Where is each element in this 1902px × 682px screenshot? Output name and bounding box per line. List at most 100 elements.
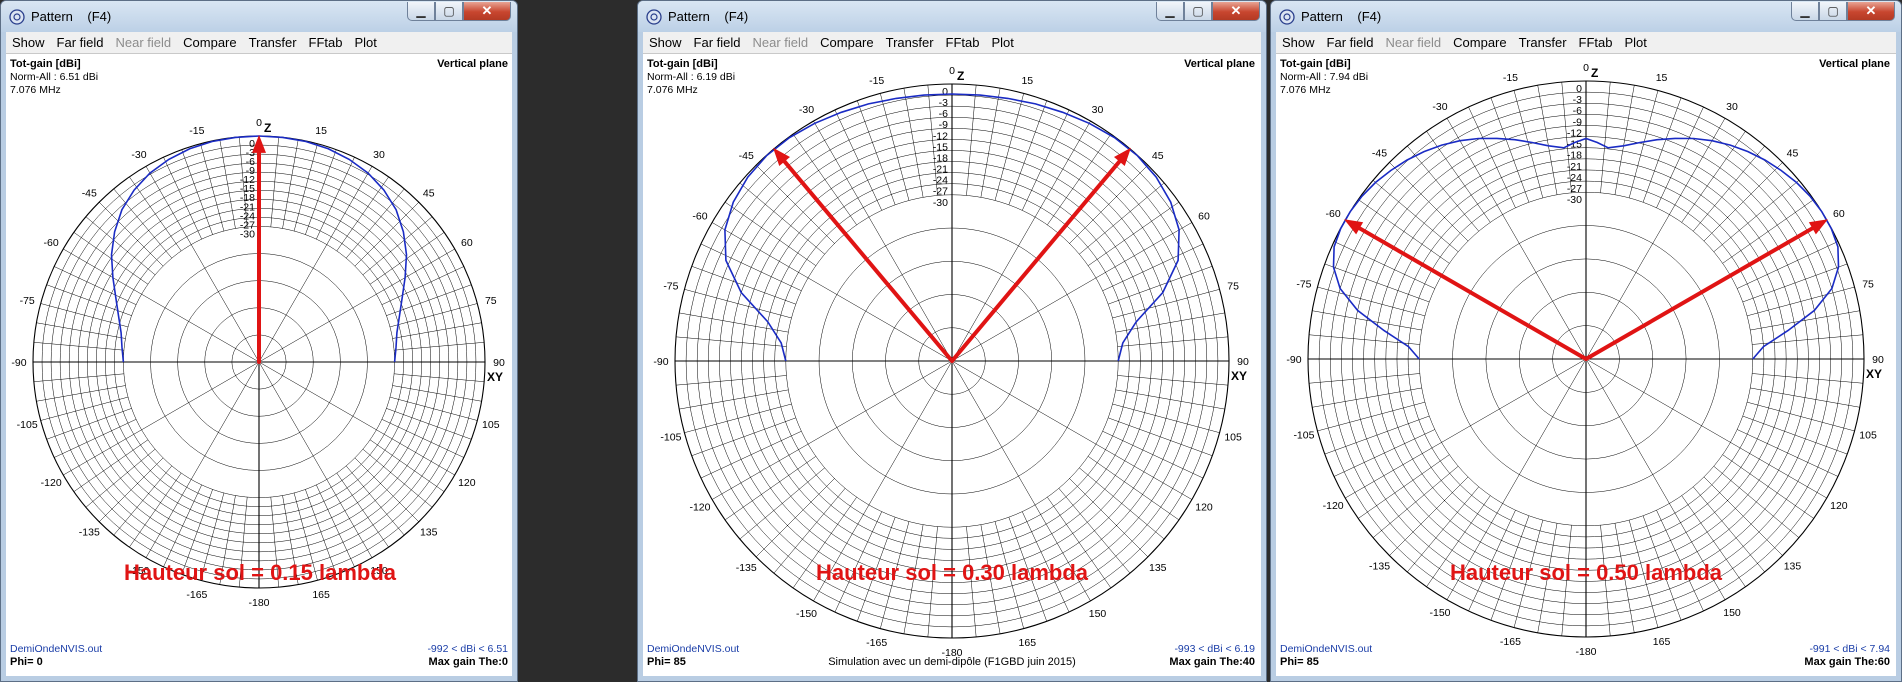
radial-grid-line: [1426, 495, 1491, 587]
radial-grid-line: [1102, 431, 1204, 479]
title-bar[interactable]: Pattern (F4) ▁ ▢ ✕: [1, 1, 517, 32]
zenith-axis-label: Z: [957, 69, 964, 83]
radial-grid-line: [1703, 476, 1783, 556]
menu-fftab[interactable]: FFtab: [945, 35, 980, 50]
radial-grid-line: [1309, 373, 1420, 384]
db-tick-label: 0: [249, 138, 255, 150]
radial-grid-line: [258, 361, 455, 476]
radial-grid-line: [880, 93, 910, 201]
menu-fftab[interactable]: FFtab: [308, 35, 343, 50]
radial-grid-line: [54, 419, 137, 458]
menu-compare[interactable]: Compare: [820, 35, 874, 50]
maximize-button[interactable]: ▢: [1184, 2, 1212, 21]
radial-grid-line: [270, 497, 279, 588]
menu-compare[interactable]: Compare: [1453, 35, 1507, 50]
radial-grid-line: [282, 139, 299, 229]
radial-grid-line: [1722, 199, 1814, 264]
horizon-axis-label: XY: [1866, 367, 1882, 381]
angle-tick-label: -60: [1326, 208, 1341, 220]
maximize-button[interactable]: ▢: [435, 2, 463, 21]
phi-label: Phi= 85: [647, 656, 686, 668]
radial-grid-line: [1372, 466, 1459, 538]
menu-far-field[interactable]: Far field: [56, 35, 104, 50]
menu-plot[interactable]: Plot: [1624, 35, 1647, 50]
maximize-button[interactable]: ▢: [1819, 2, 1847, 21]
radial-grid-line: [1737, 241, 1839, 289]
radial-grid-line: [394, 342, 485, 351]
radial-grid-line: [362, 216, 433, 276]
menu-show[interactable]: Show: [649, 35, 682, 50]
radial-grid-line: [85, 216, 156, 276]
menu-compare[interactable]: Compare: [183, 35, 237, 50]
angle-tick-label: -180: [248, 597, 269, 609]
angle-tick-label: -15: [189, 125, 204, 137]
menu-plot[interactable]: Plot: [991, 35, 1014, 50]
angle-tick-label: -45: [1372, 148, 1387, 160]
radial-grid-line: [1345, 358, 1587, 499]
angle-tick-label: 60: [1198, 211, 1210, 223]
close-button[interactable]: ✕: [1847, 2, 1895, 21]
radial-grid-line: [1079, 182, 1165, 255]
radial-grid-line: [880, 521, 910, 629]
angle-tick-label: 120: [1830, 500, 1848, 512]
menu-transfer[interactable]: Transfer: [1518, 35, 1567, 50]
minimize-icon: ▁: [416, 4, 426, 18]
radial-grid-line: [755, 478, 835, 558]
minimize-button[interactable]: ▁: [1791, 2, 1819, 21]
menu-show[interactable]: Show: [12, 35, 45, 50]
close-button[interactable]: ✕: [1212, 2, 1260, 21]
menu-transfer[interactable]: Transfer: [248, 35, 297, 50]
window-title: Pattern (F4): [668, 9, 749, 24]
horizon-axis-label: XY: [1231, 369, 1247, 383]
title-bar[interactable]: Pattern (F4) ▁ ▢ ✕: [1271, 1, 1901, 32]
radial-grid-line: [46, 408, 132, 440]
menu-transfer[interactable]: Transfer: [885, 35, 934, 50]
title-bar[interactable]: Pattern (F4) ▁ ▢ ✕: [638, 1, 1266, 32]
menu-near-field: Near field: [1385, 35, 1442, 50]
radial-grid-line: [1742, 415, 1848, 455]
minimize-button[interactable]: ▁: [407, 2, 435, 21]
phi-label: Phi= 0: [10, 656, 43, 668]
radial-grid-line: [33, 342, 124, 351]
menu-show[interactable]: Show: [1282, 35, 1315, 50]
radial-grid-line: [676, 336, 787, 347]
radial-grid-line: [200, 492, 225, 581]
window-title: Pattern (F4): [1301, 9, 1382, 24]
db-tick-label: -3: [939, 97, 948, 109]
output-file-label: DemiOndeNVIS.out: [1280, 643, 1372, 655]
angle-tick-label: 135: [1784, 560, 1802, 572]
angle-tick-label: -75: [663, 281, 678, 293]
radial-grid-line: [724, 456, 817, 521]
angle-tick-label: 15: [1656, 72, 1668, 84]
menu-plot[interactable]: Plot: [354, 35, 377, 50]
radial-grid-line: [1561, 82, 1572, 193]
radial-grid-line: [684, 403, 792, 433]
radial-grid-line: [1446, 118, 1587, 360]
radial-grid-line: [33, 373, 124, 382]
close-button[interactable]: ✕: [463, 2, 511, 21]
radial-grid-line: [1737, 429, 1839, 477]
minimize-button[interactable]: ▁: [1156, 2, 1184, 21]
db-tick-label: -18: [240, 192, 255, 204]
normalization-label: Norm-All : 7.94 dBi: [1280, 71, 1368, 83]
radial-grid-line: [345, 465, 405, 536]
radial-grid-line: [773, 488, 846, 574]
radial-grid-line: [270, 136, 279, 227]
menu-far-field[interactable]: Far field: [693, 35, 741, 50]
angle-tick-label: -180: [941, 647, 962, 659]
radial-grid-line: [1079, 467, 1165, 540]
angle-tick-label: -45: [82, 187, 97, 199]
radial-grid-line: [36, 322, 126, 339]
db-tick-label: -9: [939, 119, 948, 131]
radial-grid-line: [99, 457, 164, 522]
radial-grid-line: [1317, 286, 1425, 317]
menu-far-field[interactable]: Far field: [1326, 35, 1374, 50]
angle-tick-label: -30: [1432, 101, 1447, 113]
menu-fftab[interactable]: FFtab: [1578, 35, 1613, 50]
radiation-pattern-curve: [724, 93, 1180, 362]
angle-tick-label: 105: [482, 419, 500, 431]
db-tick-label: -3: [246, 147, 255, 159]
radial-grid-line: [1468, 106, 1516, 208]
radial-grid-line: [1389, 476, 1469, 556]
radial-grid-line: [129, 176, 182, 252]
